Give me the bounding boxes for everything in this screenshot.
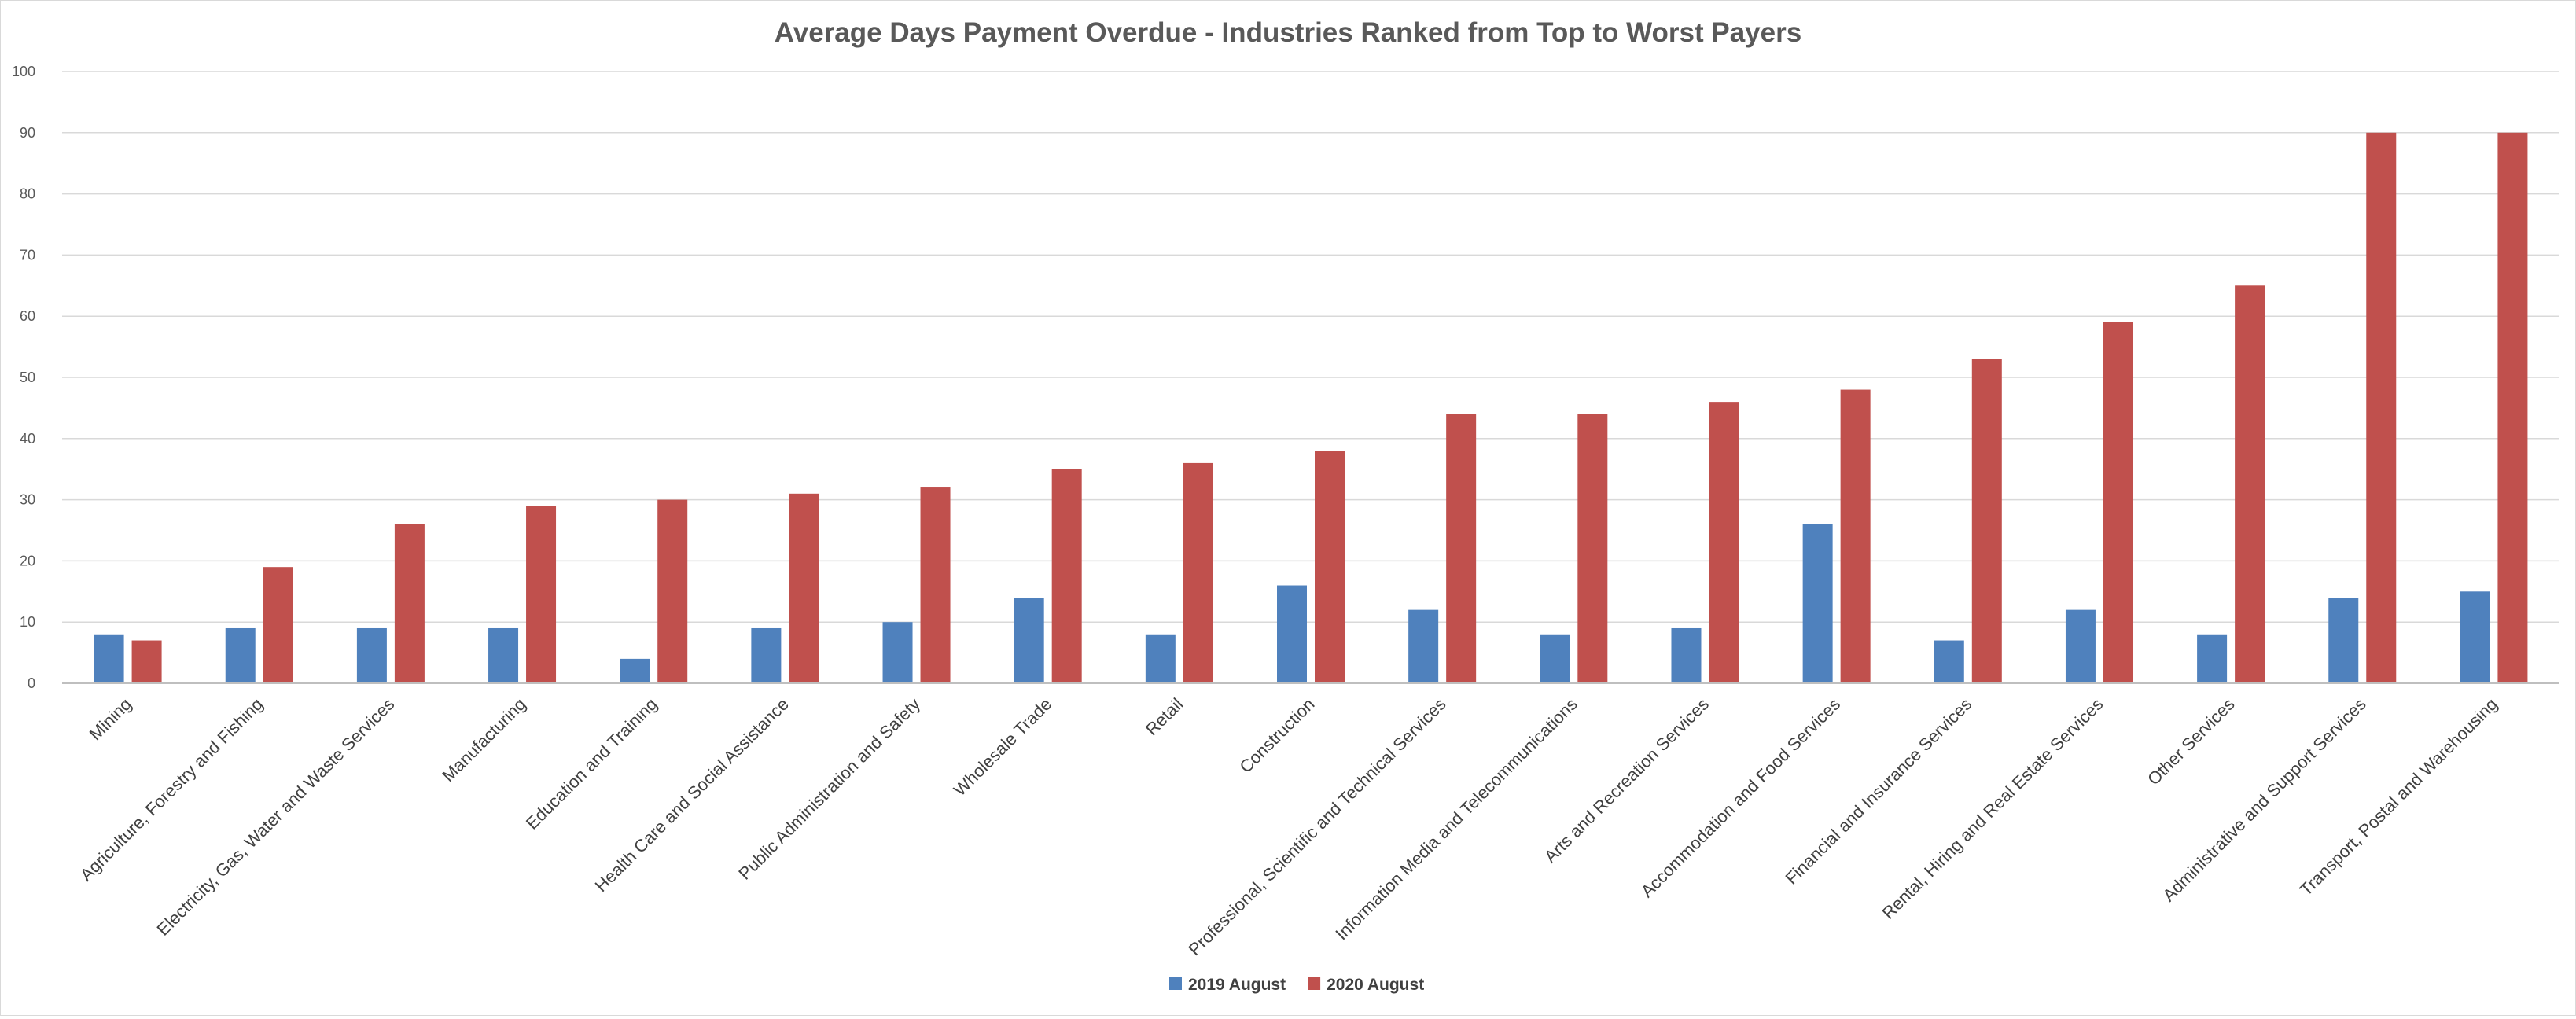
category-label: Wholesale Trade [950, 694, 1055, 800]
bar-series-2 [1051, 469, 1082, 683]
bar-series-2 [526, 506, 557, 683]
legend-swatch [1308, 977, 1321, 990]
bar-series-2 [2103, 322, 2133, 683]
y-tick-label: 100 [12, 64, 35, 79]
y-tick-label: 50 [20, 370, 35, 385]
bar-series-1 [1671, 627, 1702, 683]
legend-label: 2020 August [1327, 976, 1424, 994]
category-label: Information Media and Telecommunications [1331, 694, 1581, 944]
bar-series-1 [751, 627, 782, 683]
bar-series-1 [94, 634, 124, 683]
y-tick-label: 70 [20, 247, 35, 263]
bar-series-2 [2366, 132, 2397, 684]
bar-series-2 [394, 524, 425, 683]
category-label: Other Services [2144, 694, 2239, 789]
bar-series-1 [882, 622, 913, 683]
legend: 2019 August 2020 August [1169, 976, 1424, 994]
category-label: Electricity, Gas, Water and Waste Servic… [153, 694, 399, 940]
bar-series-1 [225, 627, 256, 683]
bar-series-1 [1540, 634, 1570, 683]
category-label: Administrative and Support Services [2158, 694, 2369, 905]
y-tick-label: 30 [20, 492, 35, 508]
category-label: Manufacturing [438, 694, 529, 785]
bar-series-1 [2197, 634, 2228, 683]
category-label: Retail [1142, 694, 1187, 739]
bar-series-2 [1315, 451, 1345, 683]
bar-series-1 [1802, 524, 1833, 683]
bar-series-2 [1971, 359, 2002, 683]
bar-series-2 [1577, 414, 1608, 683]
bar-series-2 [1446, 414, 1477, 683]
bar-series-2 [1840, 389, 1871, 683]
y-tick-label: 80 [20, 186, 35, 202]
bar-series-1 [2460, 591, 2490, 683]
bar-series-1 [2328, 598, 2359, 683]
y-tick-label: 60 [20, 308, 35, 324]
bar-series-1 [620, 658, 650, 683]
bar-series-2 [2235, 285, 2265, 683]
bar-series-1 [1014, 598, 1044, 683]
bar-series-2 [263, 567, 293, 683]
bar-series-1 [488, 627, 519, 683]
y-axis-ticks: 0 10 20 30 40 50 60 70 80 90 100 [12, 64, 35, 691]
y-tick-label: 20 [20, 553, 35, 568]
y-tick-label: 10 [20, 614, 35, 630]
bar-series-2 [131, 640, 162, 683]
legend-swatch [1169, 977, 1182, 990]
bar-series-2 [657, 499, 688, 683]
bar-series-2 [1709, 402, 1739, 683]
bar-series-1 [2065, 609, 2096, 683]
legend-label: 2019 August [1188, 976, 1286, 994]
chart-title: Average Days Payment Overdue - Industrie… [775, 17, 1801, 48]
category-label: Professional, Scientific and Technical S… [1184, 694, 1449, 959]
bar-series-1 [1277, 585, 1307, 683]
bar-series-1 [356, 627, 387, 683]
bars [94, 132, 2528, 684]
bar-series-2 [1183, 462, 1213, 683]
bar-series-2 [2497, 132, 2528, 684]
bar-series-1 [1145, 634, 1176, 683]
gridlines [62, 71, 2559, 623]
bar-series-2 [789, 493, 819, 683]
category-label: Education and Training [522, 694, 661, 833]
bar-series-1 [1408, 609, 1439, 683]
y-tick-label: 90 [20, 125, 35, 141]
bar-series-1 [1934, 640, 1964, 683]
category-label: Construction [1236, 694, 1319, 777]
bar-series-2 [920, 487, 951, 683]
category-label: Rental, Hiring and Real Estate Services [1879, 694, 2107, 923]
y-tick-label: 0 [28, 675, 35, 691]
category-label: Mining [86, 694, 136, 745]
y-tick-label: 40 [20, 431, 35, 447]
